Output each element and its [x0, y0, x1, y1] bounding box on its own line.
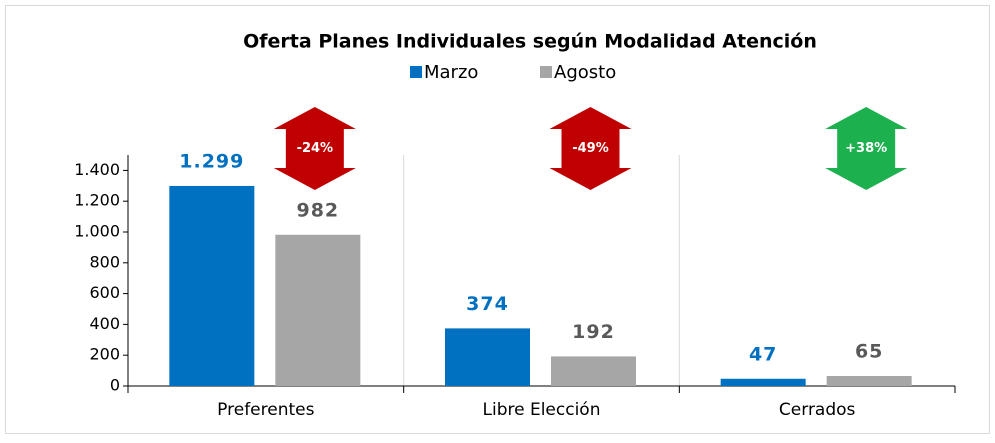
y-tick-label: 600 — [89, 283, 120, 302]
bar — [275, 234, 361, 386]
change-arrow — [549, 107, 632, 190]
value-label: 47 — [749, 343, 777, 365]
x-tick-label: Preferentes — [217, 400, 314, 420]
legend-label: Agosto — [554, 62, 616, 83]
change-label: +38% — [845, 141, 887, 156]
legend-label: Marzo — [424, 62, 478, 83]
value-label: 65 — [855, 340, 883, 362]
y-tick-label: 1.400 — [74, 160, 120, 179]
y-tick-label: 400 — [89, 314, 120, 333]
x-tick-label: Cerrados — [779, 400, 856, 420]
chart-title: Oferta Planes Individuales según Modalid… — [243, 31, 817, 53]
bar — [720, 378, 806, 386]
y-tick-label: 1.000 — [74, 222, 120, 241]
change-arrow — [825, 107, 908, 190]
legend-swatch — [410, 66, 422, 78]
change-label: -24% — [297, 141, 334, 156]
bar — [826, 375, 912, 386]
bar — [169, 185, 255, 386]
value-label: 1.299 — [179, 150, 244, 172]
change-arrow — [273, 107, 356, 190]
legend-swatch — [540, 66, 552, 78]
x-tick-label: Libre Elección — [483, 400, 601, 420]
value-label: 192 — [572, 321, 615, 343]
change-label: -49% — [572, 141, 609, 156]
bar — [551, 356, 636, 386]
value-label: 982 — [296, 199, 339, 221]
y-tick-label: 1.200 — [74, 191, 120, 210]
y-tick-label: 200 — [89, 345, 120, 364]
y-tick-label: 0 — [110, 376, 120, 395]
y-tick-label: 800 — [89, 252, 120, 271]
bar — [445, 328, 530, 386]
value-label: 374 — [466, 293, 509, 315]
